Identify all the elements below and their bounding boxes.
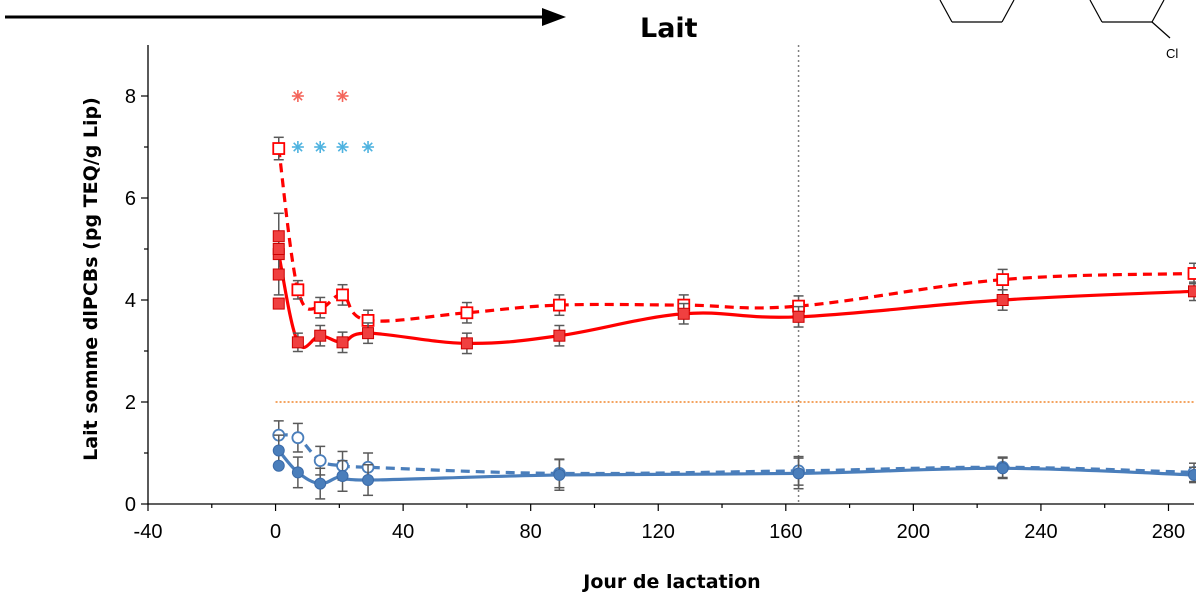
data-point	[337, 337, 348, 348]
series-1	[273, 213, 1196, 353]
data-point	[554, 469, 565, 480]
chart-title: Lait	[640, 13, 698, 44]
data-point	[315, 455, 326, 466]
data-point	[461, 307, 472, 318]
data-point	[315, 302, 326, 313]
series-line	[279, 450, 1194, 483]
significance-marker	[337, 90, 349, 102]
data-point	[315, 330, 326, 341]
structure-label: Cl	[1166, 46, 1178, 61]
x-tick-label: 40	[392, 521, 414, 543]
arrow-decoration	[5, 8, 566, 26]
data-point	[273, 460, 284, 471]
data-point	[273, 445, 284, 456]
data-point	[363, 328, 374, 339]
series-0	[273, 137, 1196, 330]
data-point	[793, 468, 804, 479]
x-axis-label: Jour de lactation	[581, 571, 760, 593]
significance-marker	[337, 141, 349, 153]
significance-marker	[314, 141, 326, 153]
data-point	[1189, 286, 1196, 297]
data-point	[363, 475, 374, 486]
x-tick-label: 80	[520, 521, 542, 543]
x-tick-label: 240	[1024, 521, 1057, 543]
y-tick-label: 8	[125, 86, 136, 108]
y-tick-label: 6	[125, 188, 136, 210]
significance-marker	[292, 90, 304, 102]
x-tick-label: -40	[134, 521, 163, 543]
x-tick-label: 0	[270, 521, 281, 543]
significance-marker	[292, 141, 304, 153]
series-5	[273, 460, 284, 471]
y-tick-label: 2	[125, 392, 136, 414]
data-point	[461, 338, 472, 349]
data-point	[273, 298, 284, 309]
data-point	[554, 300, 565, 311]
x-tick-label: 200	[897, 521, 930, 543]
data-point	[315, 478, 326, 489]
series-line	[279, 254, 1194, 347]
x-tick-label: 280	[1152, 521, 1185, 543]
y-tick-label: 0	[125, 494, 136, 516]
data-point	[337, 470, 348, 481]
data-point	[337, 289, 348, 300]
x-tick-label: 120	[642, 521, 675, 543]
data-point	[273, 231, 284, 242]
data-point	[273, 244, 284, 255]
data-point	[1189, 469, 1196, 480]
data-point	[554, 330, 565, 341]
data-point	[292, 284, 303, 295]
data-point	[292, 432, 303, 443]
data-point	[1189, 268, 1196, 279]
y-tick-label: 4	[125, 290, 136, 312]
x-tick-label: 160	[769, 521, 802, 543]
y-axis-label: Lait somme dlPCBs (pg TEQ/g Lip)	[80, 97, 102, 461]
data-point	[997, 274, 1008, 285]
data-point	[273, 269, 284, 280]
data-point	[793, 311, 804, 322]
data-point	[997, 295, 1008, 306]
data-point	[292, 467, 303, 478]
data-point	[292, 337, 303, 348]
chemical-structure-drawing: Cl	[940, 0, 1178, 61]
series-4	[273, 435, 1196, 499]
significance-marker	[362, 141, 374, 153]
data-point	[997, 463, 1008, 474]
data-point	[273, 143, 284, 154]
series-line	[279, 149, 1194, 322]
data-point	[678, 308, 689, 319]
